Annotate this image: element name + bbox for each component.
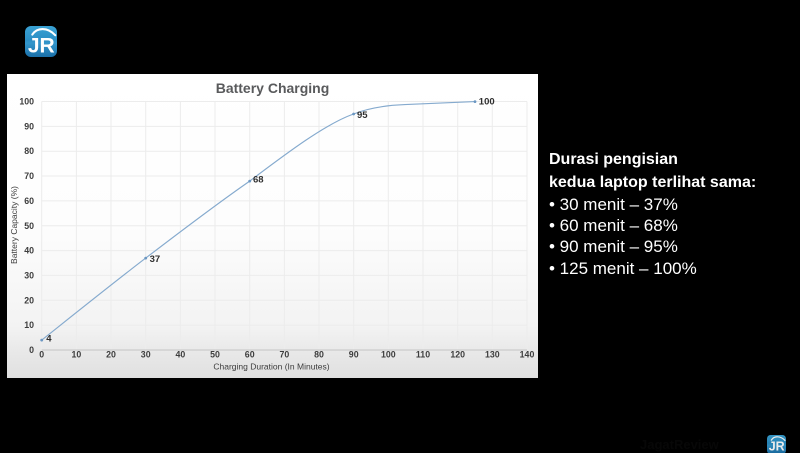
svg-text:50: 50 bbox=[24, 221, 34, 231]
svg-text:100: 100 bbox=[19, 97, 34, 107]
svg-text:Battery Capacity (%): Battery Capacity (%) bbox=[9, 186, 19, 264]
svg-text:50: 50 bbox=[210, 350, 220, 360]
svg-text:37: 37 bbox=[150, 254, 161, 265]
svg-text:4: 4 bbox=[46, 334, 52, 345]
svg-text:20: 20 bbox=[24, 295, 34, 305]
svg-text:80: 80 bbox=[314, 350, 324, 360]
svg-text:70: 70 bbox=[280, 350, 290, 360]
svg-text:Charging Duration (In Minutes): Charging Duration (In Minutes) bbox=[213, 361, 329, 371]
svg-text:140: 140 bbox=[520, 350, 535, 360]
svg-text:60: 60 bbox=[24, 196, 34, 206]
svg-text:10: 10 bbox=[24, 320, 34, 330]
svg-text:130: 130 bbox=[485, 350, 500, 360]
svg-text:20: 20 bbox=[106, 350, 116, 360]
svg-text:30: 30 bbox=[24, 270, 34, 280]
svg-text:100: 100 bbox=[381, 350, 396, 360]
svg-text:95: 95 bbox=[357, 110, 368, 121]
svg-text:70: 70 bbox=[24, 171, 34, 181]
svg-text:JR: JR bbox=[769, 440, 785, 453]
svg-text:30: 30 bbox=[141, 350, 151, 360]
svg-text:68: 68 bbox=[253, 175, 264, 186]
svg-text:JR: JR bbox=[28, 35, 55, 58]
svg-text:60: 60 bbox=[245, 350, 255, 360]
svg-text:0: 0 bbox=[29, 345, 34, 355]
svg-text:110: 110 bbox=[416, 350, 430, 360]
svg-text:90: 90 bbox=[349, 350, 359, 360]
svg-text:Battery Charging: Battery Charging bbox=[216, 80, 330, 96]
svg-text:100: 100 bbox=[479, 97, 495, 108]
svg-text:90: 90 bbox=[24, 121, 34, 131]
svg-text:120: 120 bbox=[450, 350, 465, 360]
svg-text:80: 80 bbox=[24, 146, 34, 156]
svg-text:10: 10 bbox=[72, 350, 82, 360]
svg-text:0: 0 bbox=[39, 350, 44, 360]
svg-text:40: 40 bbox=[24, 246, 34, 256]
svg-text:40: 40 bbox=[176, 350, 186, 360]
